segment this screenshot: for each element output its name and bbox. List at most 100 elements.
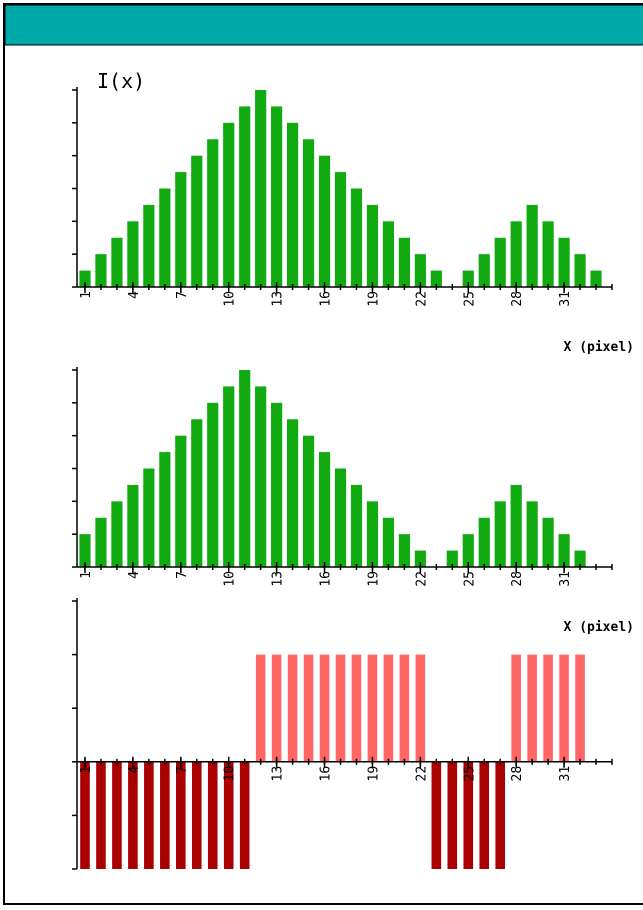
x-tick-label: 19	[366, 571, 381, 587]
bar	[191, 761, 202, 869]
bar	[350, 484, 363, 567]
bar	[511, 654, 521, 762]
bar	[350, 188, 363, 287]
bar	[318, 452, 331, 567]
bar	[574, 550, 586, 567]
bar	[558, 237, 570, 287]
bar	[334, 172, 347, 287]
bar	[559, 654, 569, 762]
bar	[335, 654, 346, 762]
bar	[398, 237, 410, 287]
x-tick-label: 16	[319, 291, 334, 307]
bar	[144, 761, 154, 869]
bar	[414, 254, 426, 287]
x-tick-label: 25	[462, 766, 477, 782]
bar	[558, 534, 570, 567]
bar	[334, 468, 347, 567]
bar	[526, 204, 538, 287]
bar	[590, 270, 602, 287]
bar	[302, 435, 315, 567]
bar	[207, 761, 218, 869]
bar	[542, 221, 554, 287]
x-tick-label: 4	[127, 291, 142, 299]
bar	[303, 654, 314, 762]
bar	[526, 501, 538, 567]
x-axis-label: X (pixel)	[564, 340, 634, 355]
bar	[414, 550, 426, 567]
bar	[239, 761, 250, 869]
bar	[382, 517, 395, 567]
bar	[207, 139, 219, 287]
bar	[510, 221, 522, 287]
bar	[111, 501, 123, 567]
bar	[542, 517, 554, 567]
x-tick-label: 4	[127, 766, 142, 774]
x-tick-label: 10	[223, 291, 238, 307]
bar	[255, 90, 267, 287]
bar	[351, 654, 362, 762]
bar	[111, 237, 123, 287]
x-tick-label: 22	[414, 571, 429, 587]
x-axis-label: X (pixel)	[564, 620, 634, 635]
x-tick-label: 31	[558, 766, 573, 782]
bar	[175, 435, 187, 567]
bar	[431, 761, 442, 869]
x-tick-label: 1	[79, 766, 94, 774]
x-tick-label: 22	[414, 766, 429, 782]
bar	[462, 534, 474, 567]
bar	[159, 452, 171, 567]
bar	[495, 761, 505, 869]
bar	[430, 270, 442, 287]
bar	[287, 419, 299, 567]
bar	[575, 654, 585, 762]
bar	[399, 654, 410, 762]
bar	[255, 386, 267, 567]
bar	[96, 761, 106, 869]
bar	[271, 106, 283, 288]
x-tick-label: 16	[319, 766, 334, 782]
bar	[366, 204, 379, 287]
bar	[287, 122, 299, 287]
bar	[159, 188, 171, 287]
bar	[271, 402, 283, 567]
bar	[143, 204, 155, 287]
x-tick-label: 28	[510, 291, 525, 307]
bar	[95, 254, 107, 287]
bar	[494, 237, 506, 287]
bar	[160, 761, 170, 869]
bar	[367, 654, 378, 762]
x-tick-label: 16	[319, 571, 334, 587]
x-tick-label: 13	[271, 766, 286, 782]
x-tick-label: 22	[414, 291, 429, 307]
bar	[143, 468, 155, 567]
x-tick-label: 13	[271, 291, 286, 307]
bar	[543, 654, 553, 762]
bar	[223, 761, 234, 869]
bar	[176, 761, 186, 869]
x-tick-label: 25	[462, 571, 477, 587]
bar	[302, 139, 315, 287]
bar	[447, 761, 458, 869]
bar	[127, 484, 139, 567]
bar	[382, 221, 395, 287]
x-tick-label: 28	[510, 766, 525, 782]
bar	[287, 654, 298, 762]
bar	[223, 386, 235, 567]
bar	[415, 654, 426, 762]
bar	[175, 172, 187, 287]
bar	[319, 654, 330, 762]
bar	[191, 419, 203, 567]
bar	[80, 761, 90, 869]
bar	[255, 654, 266, 762]
title-bar	[4, 4, 643, 46]
bar	[239, 370, 251, 567]
x-tick-label: 13	[271, 571, 286, 587]
x-tick-label: 7	[175, 291, 190, 299]
x-tick-label: 19	[366, 766, 381, 782]
x-tick-label: 28	[510, 571, 525, 587]
x-tick-label: 10	[223, 766, 238, 782]
bar	[318, 155, 331, 287]
bar	[207, 402, 219, 567]
